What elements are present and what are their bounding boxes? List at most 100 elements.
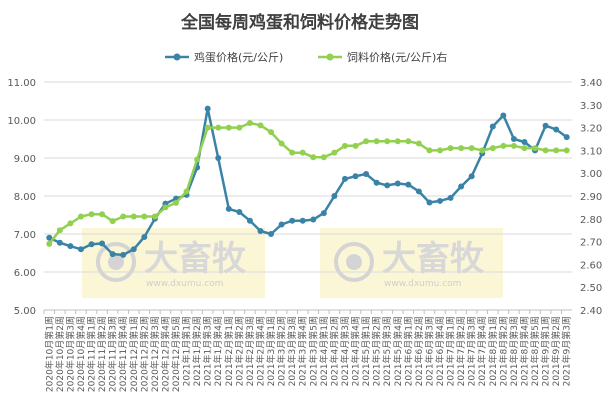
- legend-swatch-marker: [173, 53, 181, 61]
- x-tick-label: 2021年7月第3周: [466, 316, 478, 386]
- x-tick-label: 2021年5月第3周: [381, 316, 393, 386]
- y2-tick-label: 2.60: [580, 260, 602, 271]
- data-point: [331, 193, 338, 199]
- data-point: [257, 227, 264, 234]
- series-2: [46, 120, 570, 247]
- x-tick-label: 2020年10月第3周: [64, 316, 76, 392]
- data-point: [500, 112, 507, 119]
- data-point: [310, 216, 317, 223]
- x-tick-label: 2021年6月第2周: [413, 316, 425, 386]
- data-point: [88, 211, 95, 218]
- data-point: [215, 124, 222, 131]
- data-point: [510, 142, 517, 149]
- data-point: [225, 124, 232, 131]
- data-point: [120, 251, 127, 258]
- data-point: [352, 142, 359, 149]
- data-point: [437, 147, 443, 154]
- y2-tick-label: 2.80: [580, 215, 602, 226]
- x-tick-label: 2021年3月第3周: [286, 316, 298, 386]
- data-point: [99, 240, 106, 247]
- data-point: [77, 213, 84, 220]
- x-tick-label: 2021年7月第1周: [445, 316, 457, 386]
- x-tick-label: 2020年12月第5周: [170, 316, 182, 392]
- data-point: [88, 241, 95, 248]
- data-point: [278, 140, 285, 147]
- watermark-logo-icon: [334, 242, 374, 282]
- x-tick-label: 2021年2月第1周: [223, 316, 235, 386]
- y-tick-label: 7.00: [14, 230, 36, 241]
- x-tick-label: 2020年12月第2周: [138, 316, 150, 392]
- y-tick-label: 10.00: [7, 116, 36, 127]
- data-point: [553, 147, 560, 154]
- y-tick-label: 9.00: [14, 154, 36, 165]
- x-tick-label: 2021年7月第4周: [476, 316, 488, 386]
- x-tick-label: 2021年1月第3周: [202, 316, 214, 386]
- watermark-logo-icon: [96, 242, 136, 282]
- watermark-logo-dot: [108, 254, 124, 270]
- data-point: [510, 136, 517, 142]
- data-point: [437, 197, 443, 204]
- data-point: [67, 243, 74, 250]
- x-tick-label: 2021年6月第1周: [402, 316, 414, 386]
- x-tick-label: 2021年4月第4周: [350, 316, 362, 386]
- y-axis-left: 5.00 6.00 7.00 8.00 9.00 10.00 11.00: [7, 78, 36, 317]
- data-point: [363, 138, 370, 145]
- y-tick-label: 6.00: [14, 268, 36, 279]
- x-tick-label: 2021年1月第4周: [212, 316, 224, 386]
- chart-legend: 鸡蛋价格(元/公斤) 饲料价格(元/公斤)右: [165, 50, 447, 64]
- data-point: [489, 145, 496, 152]
- data-point: [299, 149, 306, 156]
- y2-tick-label: 2.70: [580, 238, 602, 249]
- data-point: [394, 138, 401, 145]
- x-tick-label: 2020年11月第1周: [86, 316, 98, 392]
- data-point: [331, 149, 338, 156]
- data-point: [426, 147, 433, 154]
- x-axis: 2020年10月第1周 2020年10月第2周 2020年10月第3周 2020年10…: [43, 309, 573, 392]
- data-point: [268, 129, 275, 136]
- x-tick-label: 2021年3月第1周: [265, 316, 277, 386]
- data-point: [363, 170, 370, 177]
- x-tick-label: 2021年2月第4周: [254, 316, 266, 386]
- data-point: [162, 204, 169, 211]
- x-tick-label: 2021年9月第2周: [550, 316, 562, 386]
- data-point: [109, 218, 116, 225]
- data-point: [225, 205, 232, 212]
- x-tick-label: 2020年12月第1周: [128, 316, 140, 392]
- x-tick-label: 2021年1月第1周: [181, 316, 193, 386]
- watermark-logo-dot: [346, 254, 362, 270]
- y-tick-label: 5.00: [14, 306, 36, 317]
- x-tick-label: 2021年4月第2周: [328, 316, 340, 386]
- data-point: [67, 220, 74, 227]
- data-point: [532, 145, 539, 152]
- x-tick-label: 2021年4月第3周: [339, 316, 351, 386]
- data-point: [246, 120, 253, 127]
- x-tick-label: 2020年10月第1周: [43, 316, 55, 392]
- chart-title: 全国每周鸡蛋和饲料价格走势图: [180, 12, 419, 33]
- data-point: [468, 145, 475, 152]
- watermark-text: 大畜牧: [144, 239, 247, 279]
- series-layer: [46, 105, 570, 258]
- x-tick-label: 2021年8月第4周: [518, 316, 530, 386]
- x-tick-label: 2021年6月第4周: [434, 316, 446, 386]
- legend-label: 饲料价格(元/公斤)右: [347, 50, 447, 64]
- data-point: [447, 145, 454, 152]
- data-point: [500, 142, 507, 149]
- x-tick-label: 2021年8月第5周: [529, 316, 541, 386]
- x-tick-label: 2021年1月第2周: [191, 316, 203, 386]
- data-point: [320, 210, 327, 217]
- y2-tick-label: 3.40: [580, 78, 602, 89]
- data-point: [447, 194, 454, 201]
- watermark-url: www.dxumu.com: [384, 279, 461, 289]
- data-point: [542, 122, 549, 129]
- data-point: [384, 182, 391, 189]
- data-point: [563, 147, 570, 154]
- x-tick-label: 2021年5月第1周: [360, 316, 372, 386]
- data-point: [415, 140, 422, 147]
- data-point: [183, 188, 190, 195]
- data-point: [394, 180, 401, 187]
- data-point: [99, 211, 106, 218]
- legend-swatch-marker: [326, 53, 334, 61]
- data-point: [109, 251, 116, 258]
- x-tick-label: 2020年10月第2周: [54, 316, 66, 392]
